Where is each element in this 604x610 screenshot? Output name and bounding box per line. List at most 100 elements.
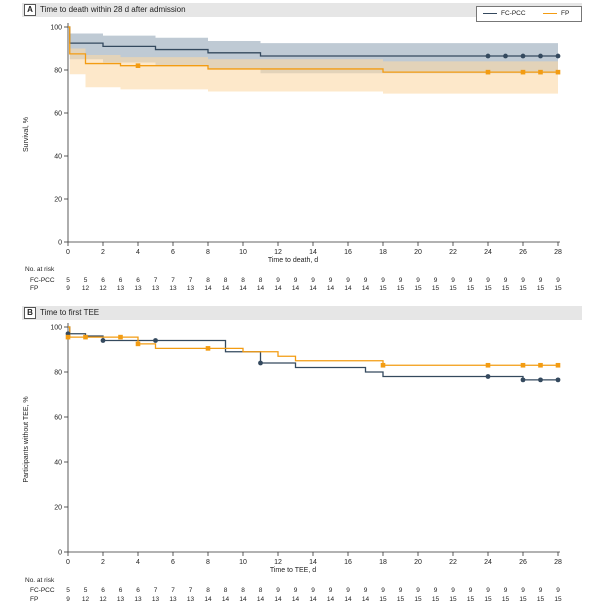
x-tick-label: 16 xyxy=(344,249,352,256)
y-axis-label: Survival, % xyxy=(23,117,30,152)
censor-mark-fcpcc xyxy=(520,53,526,59)
panel-b-letter: B xyxy=(24,307,36,319)
censor-mark-fp xyxy=(83,334,88,340)
censor-mark-fp xyxy=(485,69,491,75)
x-tick-label: 16 xyxy=(344,559,352,566)
x-tick-label: 22 xyxy=(449,559,457,566)
x-axis-label: Time to death, d xyxy=(268,257,318,264)
risk-value-fp: 13 xyxy=(169,596,177,603)
risk-value-fcpcc: 9 xyxy=(469,277,473,284)
risk-value-fp: 12 xyxy=(82,596,90,603)
risk-value-fp: 14 xyxy=(222,285,230,292)
km-line-fc-pcc xyxy=(68,326,558,381)
km-line-fp xyxy=(68,26,558,73)
risk-value-fcpcc: 9 xyxy=(504,277,508,284)
risk-value-fcpcc: 9 xyxy=(504,587,508,594)
risk-value-fp: 15 xyxy=(519,596,527,603)
risk-value-fp: 15 xyxy=(554,285,562,292)
risk-value-fcpcc: 9 xyxy=(556,277,560,284)
risk-value-fcpcc: 6 xyxy=(136,587,140,594)
risk-value-fcpcc: 9 xyxy=(381,277,385,284)
censor-mark-fcpcc xyxy=(153,338,158,343)
risk-value-fcpcc: 9 xyxy=(346,587,350,594)
risk-value-fp: 9 xyxy=(66,596,70,603)
risk-value-fcpcc: 8 xyxy=(224,587,228,594)
legend-fp-line xyxy=(543,13,557,14)
y-tick-label: 80 xyxy=(54,68,62,75)
risk-value-fcpcc: 9 xyxy=(434,277,438,284)
censor-mark-fcpcc xyxy=(555,377,561,383)
censor-mark-fp xyxy=(520,69,526,75)
risk-value-fp: 14 xyxy=(327,596,335,603)
ci-band-fp xyxy=(68,27,558,96)
y-tick-label: 20 xyxy=(54,197,62,204)
risk-value-fcpcc: 9 xyxy=(294,587,298,594)
x-tick-label: 14 xyxy=(309,559,317,566)
censor-mark-fp xyxy=(555,362,561,368)
risk-value-fcpcc: 9 xyxy=(556,587,560,594)
risk-value-fp: 13 xyxy=(152,596,160,603)
risk-value-fp: 14 xyxy=(362,285,370,292)
risk-value-fp: 14 xyxy=(274,285,282,292)
risk-value-fcpcc: 9 xyxy=(346,277,350,284)
risk-value-fp: 13 xyxy=(117,285,125,292)
y-tick-label: 40 xyxy=(54,460,62,467)
risk-row-label-fcpcc: FC-PCC xyxy=(30,277,55,284)
x-tick-label: 4 xyxy=(136,249,140,256)
legend: FC-PCC FP xyxy=(476,6,582,22)
y-tick-label: 80 xyxy=(54,370,62,377)
risk-value-fp: 15 xyxy=(414,596,422,603)
censor-mark-fcpcc xyxy=(485,53,491,59)
x-tick-label: 18 xyxy=(379,249,387,256)
x-tick-label: 8 xyxy=(206,559,210,566)
risk-value-fcpcc: 7 xyxy=(154,277,158,284)
risk-value-fp: 12 xyxy=(82,285,90,292)
censor-mark-fcpcc xyxy=(100,338,106,343)
y-tick-label: 100 xyxy=(50,25,62,32)
risk-value-fcpcc: 9 xyxy=(521,277,525,284)
x-tick-label: 14 xyxy=(309,249,317,256)
x-tick-label: 26 xyxy=(519,559,527,566)
risk-row-label-fp: FP xyxy=(30,285,38,292)
risk-value-fcpcc: 9 xyxy=(451,277,455,284)
risk-value-fp: 14 xyxy=(204,285,212,292)
risk-value-fp: 14 xyxy=(257,285,265,292)
risk-value-fcpcc: 9 xyxy=(416,587,420,594)
risk-value-fcpcc: 5 xyxy=(84,587,88,594)
risk-value-fp: 13 xyxy=(187,285,195,292)
risk-value-fp: 15 xyxy=(432,596,440,603)
risk-value-fp: 14 xyxy=(292,596,300,603)
censor-mark-fp xyxy=(485,362,491,368)
censor-mark-fp xyxy=(538,362,543,368)
risk-value-fp: 15 xyxy=(554,596,562,603)
risk-value-fp: 13 xyxy=(134,285,142,292)
x-tick-label: 12 xyxy=(274,559,282,566)
risk-value-fcpcc: 9 xyxy=(486,587,490,594)
km-line-fp xyxy=(68,326,558,366)
risk-value-fp: 14 xyxy=(204,596,212,603)
risk-value-fp: 14 xyxy=(222,596,230,603)
risk-value-fcpcc: 9 xyxy=(416,277,420,284)
risk-value-fp: 14 xyxy=(274,596,282,603)
risk-row-label-fp: FP xyxy=(30,596,38,603)
risk-value-fp: 13 xyxy=(117,596,125,603)
risk-value-fcpcc: 6 xyxy=(119,277,123,284)
y-tick-label: 40 xyxy=(54,154,62,161)
x-tick-label: 18 xyxy=(379,559,387,566)
risk-value-fp: 14 xyxy=(309,285,317,292)
risk-value-fcpcc: 8 xyxy=(241,587,245,594)
risk-value-fcpcc: 7 xyxy=(189,277,193,284)
risk-value-fp: 15 xyxy=(379,596,387,603)
y-tick-label: 60 xyxy=(54,111,62,118)
risk-value-fp: 15 xyxy=(502,596,510,603)
risk-header: No. at risk xyxy=(25,266,55,273)
risk-value-fp: 15 xyxy=(432,285,440,292)
x-tick-label: 6 xyxy=(171,559,175,566)
risk-value-fcpcc: 9 xyxy=(539,587,543,594)
censor-mark-fcpcc xyxy=(520,377,526,383)
risk-value-fcpcc: 9 xyxy=(364,277,368,284)
risk-value-fcpcc: 9 xyxy=(399,587,403,594)
risk-value-fcpcc: 6 xyxy=(101,587,105,594)
censor-mark-fp xyxy=(135,63,141,68)
